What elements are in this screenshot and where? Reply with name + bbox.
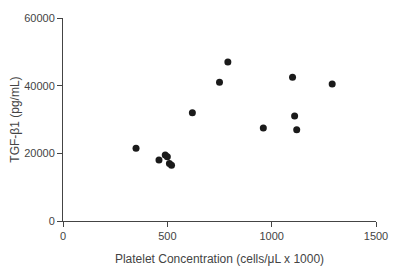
svg-text:20000: 20000 <box>24 147 55 159</box>
svg-text:Platelet Concentration (cells/: Platelet Concentration (cells/μL x 1000) <box>115 252 324 266</box>
svg-text:500: 500 <box>158 230 176 242</box>
svg-text:1500: 1500 <box>364 230 388 242</box>
svg-text:1000: 1000 <box>259 230 283 242</box>
svg-text:0: 0 <box>60 230 66 242</box>
svg-text:40000: 40000 <box>24 80 55 92</box>
svg-text:TGF-β1 (pg/mL): TGF-β1 (pg/mL) <box>8 76 22 162</box>
svg-text:60000: 60000 <box>24 12 55 24</box>
svg-text:0: 0 <box>49 215 55 227</box>
